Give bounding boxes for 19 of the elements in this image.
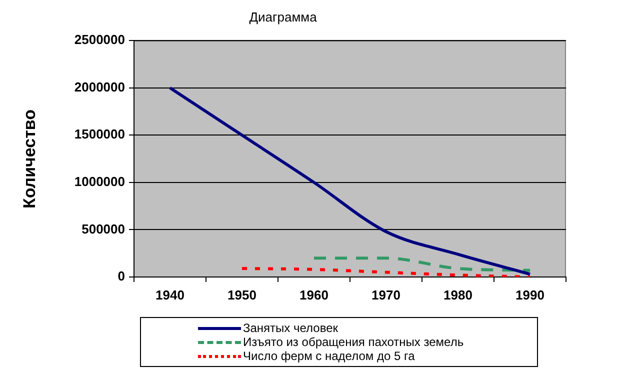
x-tick-label: 1990 — [516, 287, 544, 302]
chart-title: Диаграмма — [249, 9, 318, 24]
legend-label: Число ферм с наделом до 5 га — [243, 349, 415, 363]
x-tick-label: 1980 — [444, 287, 472, 302]
x-tick-label: 1940 — [156, 287, 184, 302]
x-tick-label: 1970 — [372, 287, 400, 302]
legend-label: Изъято из обращения пахотных земель — [243, 335, 464, 349]
x-tick-label: 1950 — [228, 287, 256, 302]
legend-label: Занятых человек — [243, 321, 338, 335]
y-tick-label: 0 — [118, 268, 125, 284]
y-tick-label: 500000 — [82, 221, 125, 236]
line-series — [240, 266, 532, 277]
y-axis-title: Количество — [20, 109, 40, 209]
y-tick-label: 1000000 — [74, 174, 125, 190]
y-tick-label: 2500000 — [74, 32, 125, 48]
x-tick-label: 1960 — [300, 287, 328, 302]
y-tick-label: 1500000 — [74, 126, 125, 142]
y-tick-label: 2000000 — [74, 79, 125, 94]
line-series — [168, 86, 532, 276]
